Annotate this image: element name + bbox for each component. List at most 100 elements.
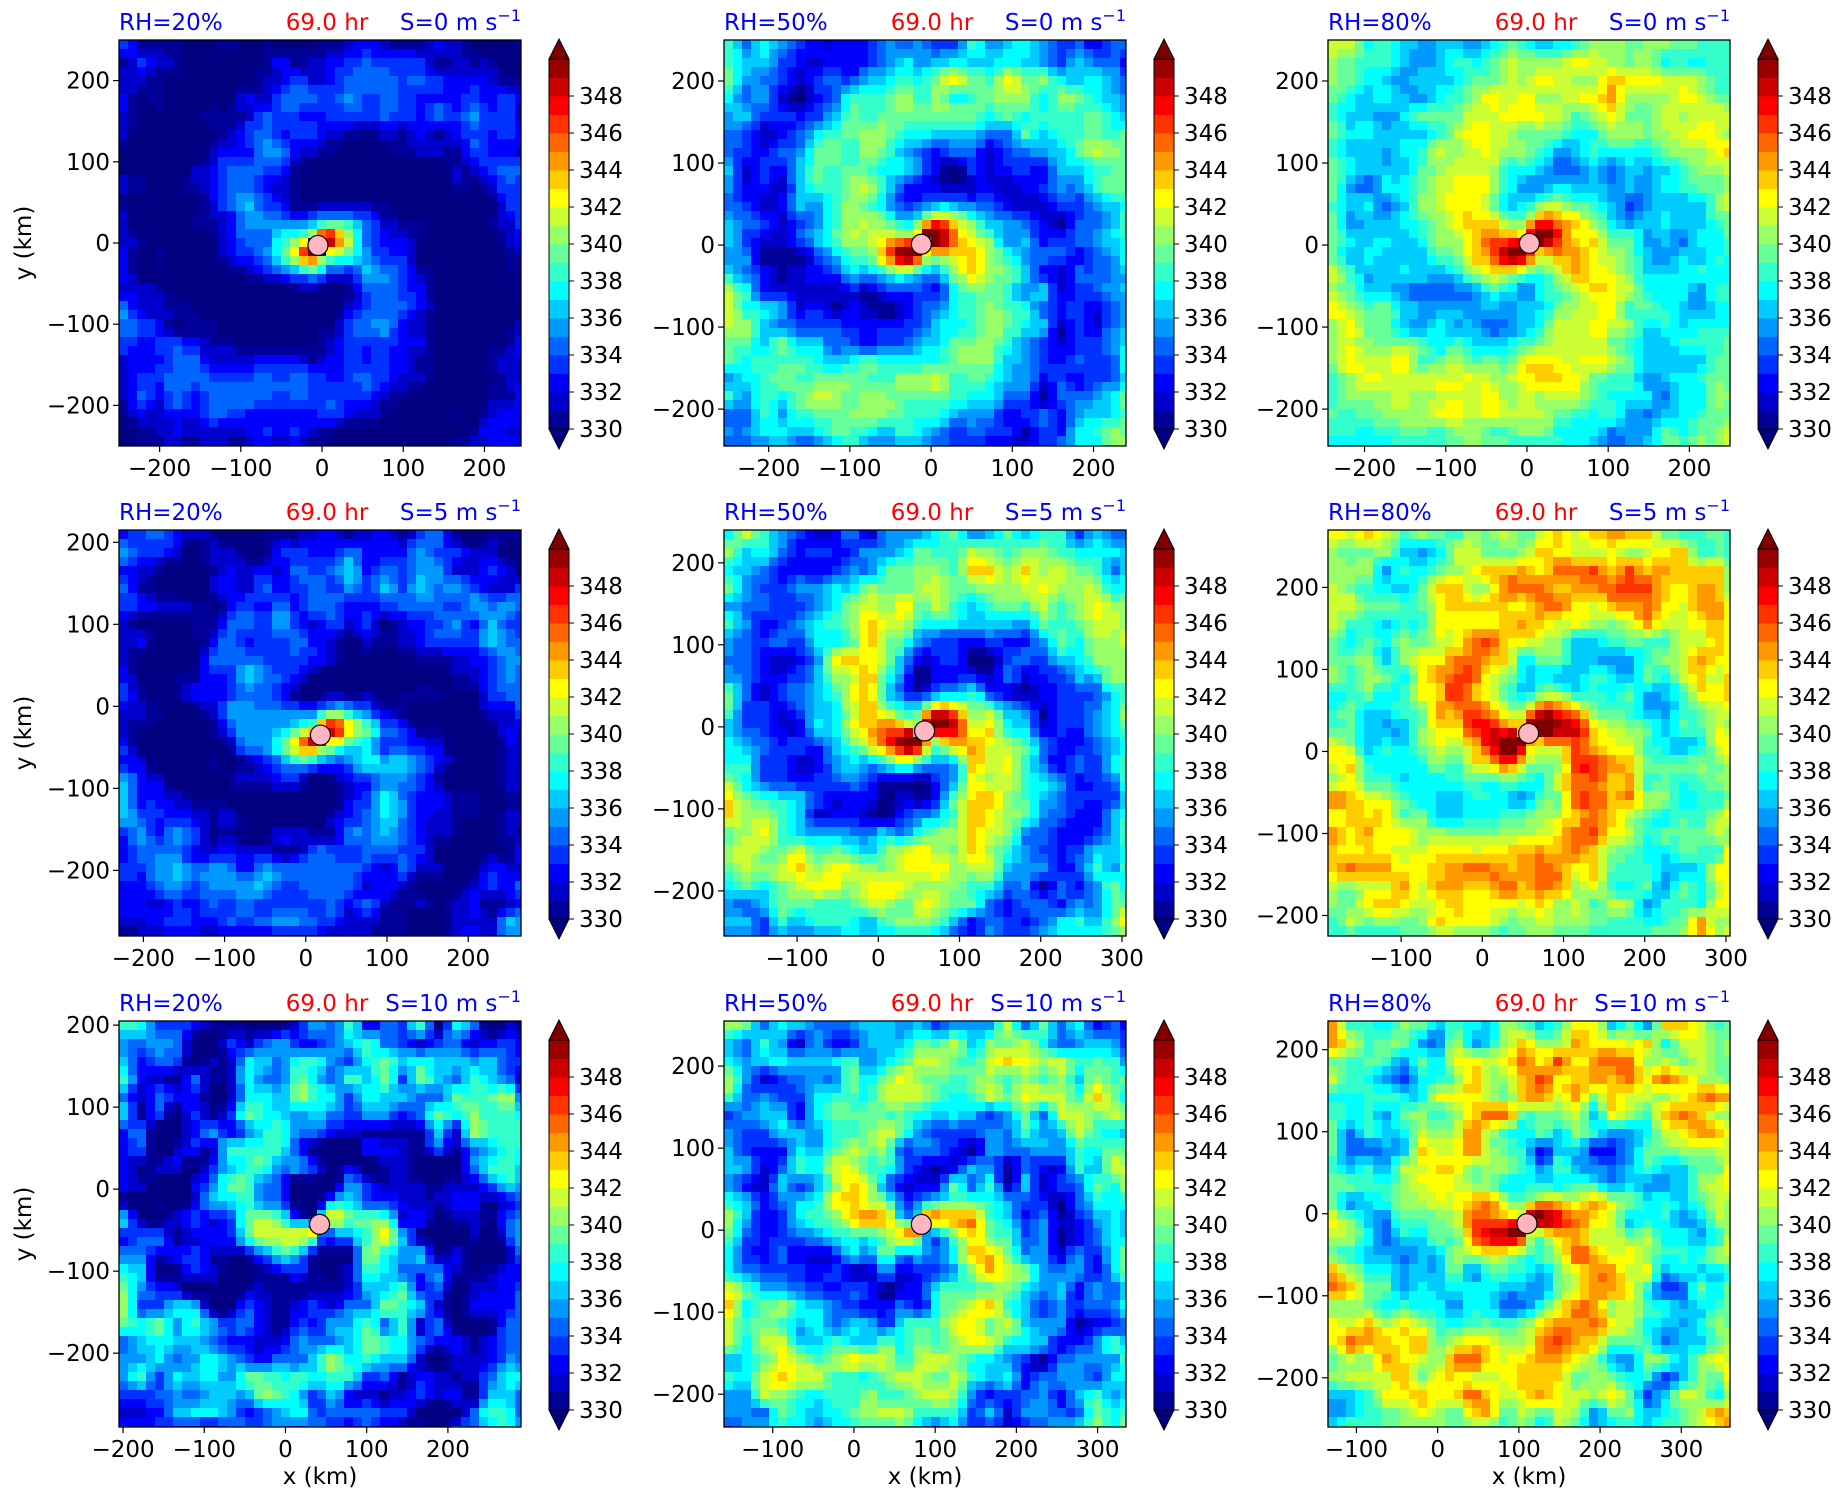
colorbar-level	[1154, 678, 1174, 698]
x-tick-label: 200	[1578, 1437, 1622, 1463]
storm-center-marker	[309, 724, 332, 746]
colorbar-level	[1154, 1114, 1174, 1133]
colorbar-tick-label: 342	[1788, 195, 1832, 221]
colorbar-level	[1154, 133, 1174, 152]
colorbar-tick-label: 336	[1184, 306, 1228, 332]
colorbar-tick-label: 338	[1184, 1250, 1228, 1276]
colorbar-level	[1758, 715, 1778, 735]
y-tick-label: −100	[1256, 1284, 1319, 1310]
colorbar-level	[549, 1336, 569, 1355]
colorbar-tick-label: 338	[579, 759, 623, 785]
colorbar-tick-label: 340	[1184, 722, 1228, 748]
colorbar-level	[1154, 826, 1174, 846]
axes-frame	[118, 529, 522, 937]
colorbar-tick-label: 348	[579, 84, 623, 110]
colorbar-level	[549, 808, 569, 827]
colorbar-level	[1154, 1317, 1174, 1337]
storm-center-marker	[1517, 722, 1540, 745]
y-tick-label: 200	[1275, 575, 1319, 601]
colorbar-level	[1758, 678, 1778, 698]
colorbar-level	[1758, 845, 1778, 864]
colorbar-extend-max	[1757, 37, 1779, 60]
colorbar-level	[1154, 789, 1174, 809]
y-tick-label: −200	[652, 1382, 715, 1408]
colorbar-level	[549, 752, 569, 772]
theta-e-field	[724, 40, 1126, 446]
colorbar-level	[1154, 96, 1174, 115]
x-tick-label: −100	[1414, 456, 1477, 482]
colorbar-extend-max	[548, 37, 570, 60]
colorbar-tick-label: 342	[1184, 685, 1228, 711]
colorbar-level	[549, 1317, 569, 1337]
colorbar-level	[549, 789, 569, 809]
colorbar-tick-label: 344	[1788, 158, 1832, 184]
colorbar-tick-label: 336	[579, 306, 623, 332]
title-shear: S=10 m s−1	[385, 987, 521, 1017]
colorbar-tick-label: 348	[1184, 1065, 1228, 1091]
colorbar-extend-min	[1757, 428, 1779, 451]
colorbar-level	[549, 1280, 569, 1300]
colorbar-extend-min	[548, 918, 570, 941]
title-shear: S=5 m s−1	[400, 496, 521, 526]
colorbar-level	[1154, 900, 1174, 920]
y-tick-label: 100	[1275, 1120, 1319, 1146]
y-tick-label: −200	[47, 393, 110, 419]
colorbar-level	[549, 697, 569, 716]
storm-center-marker	[913, 720, 936, 742]
colorbar-tick-label: 344	[1184, 648, 1228, 674]
x-tick-label: 300	[1704, 946, 1748, 972]
colorbar-tick-label: 338	[579, 269, 623, 295]
colorbar-extend-min	[1757, 1409, 1779, 1432]
x-tick-label: 300	[1659, 1437, 1703, 1463]
colorbar-level	[1758, 752, 1778, 772]
x-tick-label: 0	[315, 456, 330, 482]
colorbar-level	[1758, 1132, 1778, 1152]
x-tick-label: 100	[938, 946, 982, 972]
colorbar-tick-label: 348	[1184, 574, 1228, 600]
y-tick-label: 200	[66, 69, 110, 95]
colorbar-tick-label: 332	[579, 1361, 623, 1387]
title-shear-exponent: −1	[497, 6, 521, 25]
colorbar-tick-label: 346	[579, 1102, 623, 1128]
colorbar-level	[549, 170, 569, 189]
storm-center-marker	[308, 1213, 331, 1236]
colorbar-level	[1758, 1040, 1778, 1059]
title-rh: RH=50%	[724, 991, 828, 1017]
colorbar-level	[1758, 96, 1778, 115]
colorbar-level	[549, 863, 569, 883]
x-tick-label: −200	[128, 456, 191, 482]
colorbar-level	[549, 188, 569, 208]
colorbar-extend-min	[1153, 428, 1175, 451]
colorbar-tick-label: 348	[1788, 1065, 1832, 1091]
y-axis-label: y (km)	[11, 696, 37, 771]
colorbar-level	[549, 1077, 569, 1096]
colorbar-tick-label: 340	[579, 722, 623, 748]
y-tick-label: −100	[47, 776, 110, 802]
colorbar-level	[1154, 392, 1174, 411]
y-tick-label: −200	[47, 858, 110, 884]
x-tick-label: 200	[1667, 456, 1711, 482]
x-tick-label: 100	[1586, 456, 1630, 482]
x-tick-label: −200	[91, 1437, 154, 1463]
x-tick-label: 100	[381, 456, 425, 482]
colorbar-tick-label: 340	[1788, 722, 1832, 748]
panel-6: −100 0 100 200 300 −200 −100 0 100 200 RH=80% 69.0 …	[1256, 496, 1832, 972]
colorbar-level	[1758, 900, 1778, 920]
colorbar-tick-label: 340	[1788, 232, 1832, 258]
colorbar-level	[1758, 863, 1778, 883]
colorbar-level	[1758, 1095, 1778, 1115]
colorbar-level	[549, 771, 569, 790]
colorbar-tick-label: 336	[1788, 306, 1832, 332]
title-shear-exponent: −1	[1706, 6, 1730, 25]
y-tick-label: 200	[66, 1013, 110, 1039]
panel-3: −200 −100 0 100 200 −200 −100 0 100 200 RH=80% 69.0…	[1256, 6, 1832, 482]
x-tick-label: −100	[193, 946, 256, 972]
colorbar-tick-label: 338	[1184, 269, 1228, 295]
colorbar-level	[1154, 410, 1174, 430]
y-tick-label: 0	[700, 715, 715, 741]
colorbar-level	[1154, 1169, 1174, 1189]
colorbar-level	[1758, 660, 1778, 679]
colorbar-tick-label: 332	[1788, 870, 1832, 896]
title-shear-exponent: −1	[497, 987, 521, 1006]
colorbar-level	[549, 1354, 569, 1374]
